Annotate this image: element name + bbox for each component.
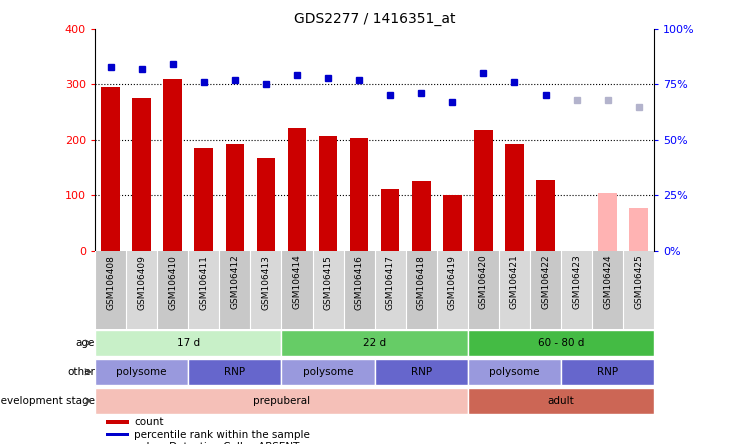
Bar	[598, 193, 617, 251]
Bar	[412, 182, 431, 251]
Text: GSM106409: GSM106409	[137, 255, 146, 309]
Bar	[157, 251, 189, 329]
Bar	[468, 330, 654, 356]
Bar	[281, 251, 313, 329]
Text: GSM106413: GSM106413	[262, 255, 270, 309]
Bar	[250, 251, 281, 329]
Bar	[257, 158, 275, 251]
Bar	[530, 251, 561, 329]
Text: polysome: polysome	[116, 367, 167, 377]
Bar	[499, 251, 530, 329]
Text: GSM106424: GSM106424	[603, 255, 612, 309]
Text: age: age	[75, 338, 95, 348]
Text: GSM106419: GSM106419	[448, 255, 457, 309]
Text: GSM106410: GSM106410	[168, 255, 177, 309]
Title: GDS2277 / 1416351_at: GDS2277 / 1416351_at	[294, 12, 455, 27]
Text: GSM106412: GSM106412	[230, 255, 239, 309]
Text: other: other	[67, 367, 95, 377]
Text: GSM106425: GSM106425	[635, 255, 643, 309]
Bar	[406, 251, 437, 329]
Bar	[468, 359, 561, 385]
Bar	[219, 251, 250, 329]
Bar	[95, 388, 468, 414]
Bar	[132, 98, 151, 251]
Bar	[126, 251, 157, 329]
Bar	[189, 251, 219, 329]
Bar	[623, 251, 654, 329]
Bar	[344, 251, 374, 329]
Text: 17 d: 17 d	[177, 338, 200, 348]
Text: GSM106414: GSM106414	[292, 255, 301, 309]
Text: 60 - 80 d: 60 - 80 d	[538, 338, 584, 348]
Text: GSM106408: GSM106408	[106, 255, 115, 309]
Bar	[443, 195, 462, 251]
Text: value, Detection Call = ABSENT: value, Detection Call = ABSENT	[135, 442, 300, 444]
Bar	[468, 388, 654, 414]
Bar	[106, 420, 129, 424]
Bar	[319, 136, 337, 251]
Bar	[561, 359, 654, 385]
Bar	[536, 180, 555, 251]
Text: GSM106421: GSM106421	[510, 255, 519, 309]
Bar	[468, 251, 499, 329]
Bar	[164, 79, 182, 251]
Text: percentile rank within the sample: percentile rank within the sample	[135, 429, 310, 440]
Bar	[349, 138, 368, 251]
Bar	[101, 87, 120, 251]
Bar	[95, 330, 281, 356]
Text: GSM106411: GSM106411	[200, 255, 208, 309]
Text: polysome: polysome	[489, 367, 539, 377]
Bar	[474, 130, 493, 251]
Bar	[629, 208, 648, 251]
Text: count: count	[135, 417, 164, 427]
Bar	[189, 359, 281, 385]
Text: GSM106415: GSM106415	[324, 255, 333, 309]
Bar	[437, 251, 468, 329]
Text: RNP: RNP	[224, 367, 246, 377]
Bar	[95, 251, 126, 329]
Bar	[561, 251, 592, 329]
Bar	[95, 359, 189, 385]
Text: adult: adult	[548, 396, 575, 406]
Text: GSM106418: GSM106418	[417, 255, 425, 309]
Bar	[194, 148, 213, 251]
Text: development stage: development stage	[0, 396, 95, 406]
Text: 22 d: 22 d	[363, 338, 386, 348]
Bar	[381, 189, 399, 251]
Bar	[505, 144, 523, 251]
Bar	[288, 128, 306, 251]
Text: polysome: polysome	[303, 367, 353, 377]
Text: GSM106417: GSM106417	[386, 255, 395, 309]
Bar	[592, 251, 623, 329]
Bar	[281, 359, 374, 385]
Text: GSM106416: GSM106416	[355, 255, 363, 309]
Text: RNP: RNP	[597, 367, 618, 377]
Text: GSM106423: GSM106423	[572, 255, 581, 309]
Bar	[281, 330, 468, 356]
Text: GSM106422: GSM106422	[541, 255, 550, 309]
Bar	[313, 251, 344, 329]
Bar	[375, 251, 406, 329]
Bar	[226, 144, 244, 251]
Bar	[375, 359, 468, 385]
Bar	[106, 433, 129, 436]
Text: GSM106420: GSM106420	[479, 255, 488, 309]
Text: prepuberal: prepuberal	[253, 396, 310, 406]
Text: RNP: RNP	[411, 367, 432, 377]
